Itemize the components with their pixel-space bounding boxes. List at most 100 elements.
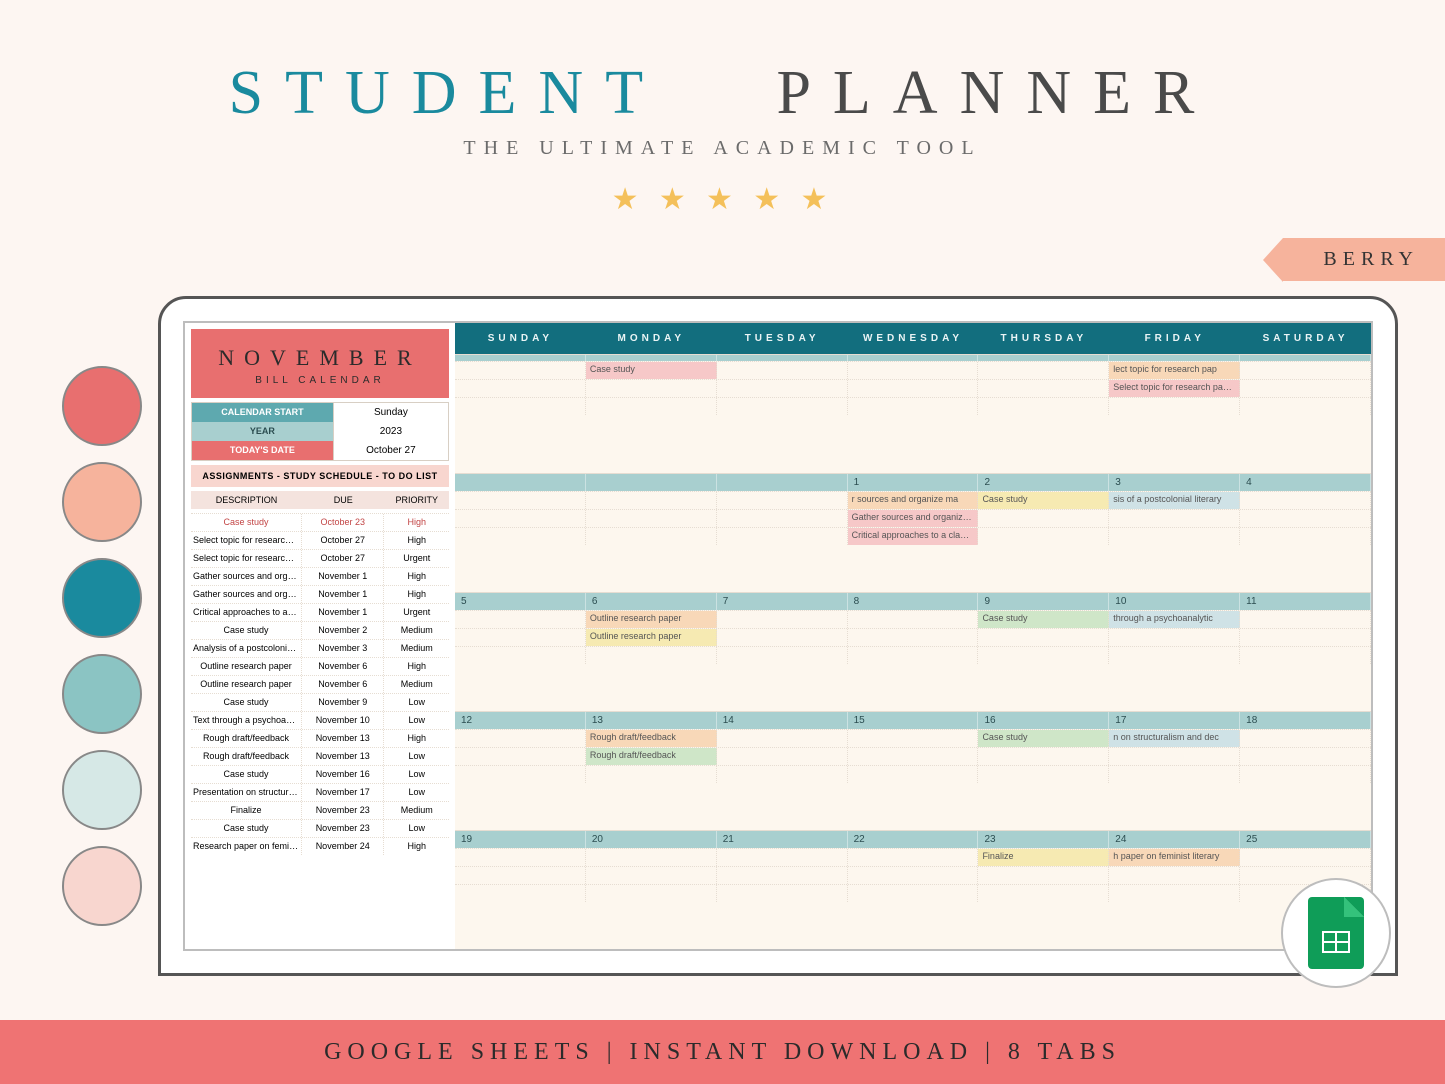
event-cell[interactable]: [848, 398, 979, 415]
event-cell[interactable]: [717, 611, 848, 628]
event-cell[interactable]: [455, 766, 586, 783]
assignment-row[interactable]: Outline research paperNovember 6High: [191, 657, 449, 675]
date-cell[interactable]: 21: [717, 831, 848, 848]
event-cell[interactable]: [1109, 766, 1240, 783]
settings-value[interactable]: Sunday: [333, 403, 448, 422]
assignment-row[interactable]: Text through a psychoanalytic lensNovemb…: [191, 711, 449, 729]
event-cell[interactable]: [586, 849, 717, 866]
event-cell[interactable]: [455, 398, 586, 415]
assignment-row[interactable]: Case studyNovember 16Low: [191, 765, 449, 783]
event-cell[interactable]: [1240, 766, 1371, 783]
event-cell[interactable]: [717, 849, 848, 866]
event-cell[interactable]: [848, 629, 979, 646]
event-cell[interactable]: [586, 766, 717, 783]
assignment-row[interactable]: Presentation on structuralism andNovembe…: [191, 783, 449, 801]
event-cell[interactable]: [1240, 510, 1371, 527]
event-cell[interactable]: [1109, 885, 1240, 902]
event-cell[interactable]: [848, 766, 979, 783]
date-cell[interactable]: 12: [455, 712, 586, 729]
event-cell[interactable]: [848, 867, 979, 884]
event-cell[interactable]: [978, 885, 1109, 902]
settings-value[interactable]: October 27: [333, 441, 448, 460]
event-cell[interactable]: [717, 380, 848, 397]
event-cell[interactable]: [1240, 398, 1371, 415]
date-cell[interactable]: 11: [1240, 593, 1371, 610]
event-cell[interactable]: [717, 629, 848, 646]
assignment-row[interactable]: Case studyNovember 9Low: [191, 693, 449, 711]
date-cell[interactable]: 23: [978, 831, 1109, 848]
palette-swatch[interactable]: [62, 558, 142, 638]
event-cell[interactable]: Select topic for research paper: [1109, 380, 1240, 397]
date-cell[interactable]: 9: [978, 593, 1109, 610]
event-cell[interactable]: [586, 647, 717, 664]
date-cell[interactable]: [586, 474, 717, 491]
event-cell[interactable]: [717, 398, 848, 415]
event-cell[interactable]: [717, 748, 848, 765]
event-cell[interactable]: [586, 510, 717, 527]
palette-swatch[interactable]: [62, 750, 142, 830]
event-cell[interactable]: [455, 885, 586, 902]
date-cell[interactable]: 1: [848, 474, 979, 491]
event-cell[interactable]: [848, 885, 979, 902]
assignment-row[interactable]: Analysis of a postcolonial literaryNovem…: [191, 639, 449, 657]
event-cell[interactable]: [586, 492, 717, 509]
date-cell[interactable]: 17: [1109, 712, 1240, 729]
event-cell[interactable]: Case study: [586, 362, 717, 379]
event-cell[interactable]: [717, 885, 848, 902]
event-cell[interactable]: [1240, 730, 1371, 747]
event-cell[interactable]: Outline research paper: [586, 629, 717, 646]
event-cell[interactable]: [978, 510, 1109, 527]
assignment-row[interactable]: Case studyNovember 2Medium: [191, 621, 449, 639]
event-cell[interactable]: [1109, 748, 1240, 765]
event-cell[interactable]: [848, 362, 979, 379]
event-cell[interactable]: [848, 849, 979, 866]
date-cell[interactable]: 5: [455, 593, 586, 610]
date-cell[interactable]: 8: [848, 593, 979, 610]
palette-swatch[interactable]: [62, 462, 142, 542]
palette-swatch[interactable]: [62, 366, 142, 446]
event-cell[interactable]: [717, 528, 848, 545]
date-cell[interactable]: 20: [586, 831, 717, 848]
event-cell[interactable]: [455, 849, 586, 866]
event-cell[interactable]: [1240, 380, 1371, 397]
event-cell[interactable]: [455, 867, 586, 884]
assignment-row[interactable]: Select topic for research paperOctober 2…: [191, 549, 449, 567]
assignment-row[interactable]: Case studyOctober 23High: [191, 513, 449, 531]
event-cell[interactable]: [586, 398, 717, 415]
event-cell[interactable]: [1109, 398, 1240, 415]
event-cell[interactable]: [978, 748, 1109, 765]
assignment-row[interactable]: Case studyNovember 23Low: [191, 819, 449, 837]
event-cell[interactable]: [717, 362, 848, 379]
event-cell[interactable]: [978, 398, 1109, 415]
date-cell[interactable]: 18: [1240, 712, 1371, 729]
date-cell[interactable]: 16: [978, 712, 1109, 729]
event-cell[interactable]: [717, 492, 848, 509]
assignment-row[interactable]: Research paper on feminist literary theo…: [191, 837, 449, 855]
event-cell[interactable]: [1109, 510, 1240, 527]
event-cell[interactable]: [848, 380, 979, 397]
event-cell[interactable]: Gather sources and organize material: [848, 510, 979, 527]
event-cell[interactable]: [1240, 849, 1371, 866]
event-cell[interactable]: [1240, 492, 1371, 509]
event-cell[interactable]: [455, 528, 586, 545]
event-cell[interactable]: [1240, 362, 1371, 379]
palette-swatch[interactable]: [62, 654, 142, 734]
event-cell[interactable]: [848, 748, 979, 765]
assignment-row[interactable]: Select topic for research paperOctober 2…: [191, 531, 449, 549]
event-cell[interactable]: [1109, 647, 1240, 664]
event-cell[interactable]: [455, 748, 586, 765]
event-cell[interactable]: [1109, 528, 1240, 545]
event-cell[interactable]: h paper on feminist literary: [1109, 849, 1240, 866]
event-cell[interactable]: [455, 611, 586, 628]
date-cell[interactable]: 2: [978, 474, 1109, 491]
event-cell[interactable]: Finalize: [978, 849, 1109, 866]
assignment-row[interactable]: Outline research paperNovember 6Medium: [191, 675, 449, 693]
event-cell[interactable]: Case study: [978, 492, 1109, 509]
date-cell[interactable]: [717, 474, 848, 491]
event-cell[interactable]: [1240, 647, 1371, 664]
date-cell[interactable]: 3: [1109, 474, 1240, 491]
date-cell[interactable]: 13: [586, 712, 717, 729]
palette-swatch[interactable]: [62, 846, 142, 926]
date-cell[interactable]: 4: [1240, 474, 1371, 491]
event-cell[interactable]: [586, 867, 717, 884]
